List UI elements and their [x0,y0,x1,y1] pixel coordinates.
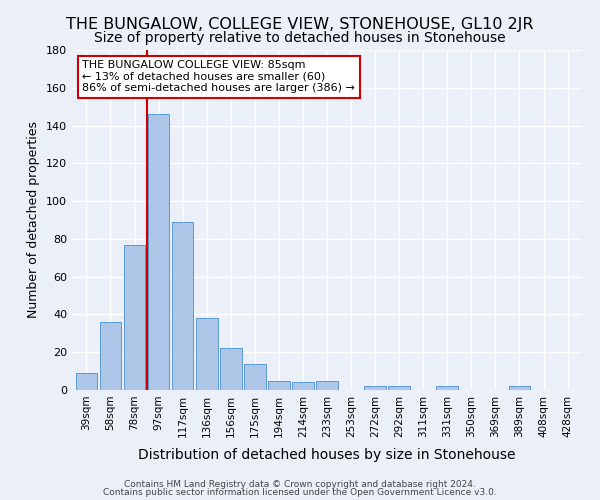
Text: Contains HM Land Registry data © Crown copyright and database right 2024.: Contains HM Land Registry data © Crown c… [124,480,476,489]
Bar [100,322,121,390]
X-axis label: Distribution of detached houses by size in Stonehouse: Distribution of detached houses by size … [138,448,516,462]
Bar [244,364,266,390]
Text: Size of property relative to detached houses in Stonehouse: Size of property relative to detached ho… [94,31,506,45]
Bar [76,373,97,390]
Bar [292,382,314,390]
Bar [364,386,386,390]
Bar [220,348,242,390]
Bar [509,386,530,390]
Bar [124,244,145,390]
Bar [316,380,338,390]
Bar [172,222,193,390]
Text: THE BUNGALOW, COLLEGE VIEW, STONEHOUSE, GL10 2JR: THE BUNGALOW, COLLEGE VIEW, STONEHOUSE, … [66,18,534,32]
Bar [436,386,458,390]
Text: THE BUNGALOW COLLEGE VIEW: 85sqm
← 13% of detached houses are smaller (60)
86% o: THE BUNGALOW COLLEGE VIEW: 85sqm ← 13% o… [82,60,355,94]
Bar [268,380,290,390]
Bar [196,318,218,390]
Text: Contains public sector information licensed under the Open Government Licence v3: Contains public sector information licen… [103,488,497,497]
Bar [388,386,410,390]
Bar [148,114,169,390]
Y-axis label: Number of detached properties: Number of detached properties [28,122,40,318]
